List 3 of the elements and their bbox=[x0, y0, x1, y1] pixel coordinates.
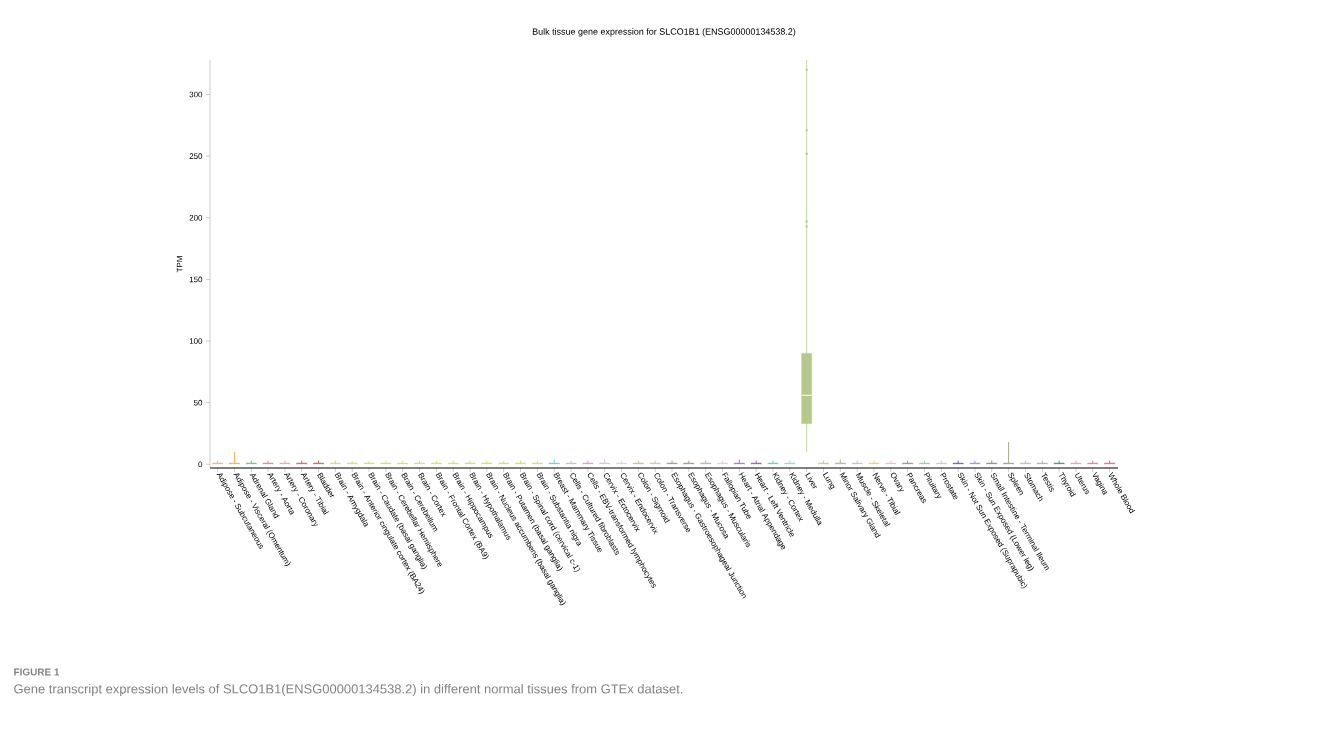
text: Gene transcript expression levels of SLCO1B1(ENSG00000134538.2) in different normal tissues from GTEx dataset. bbox=[14, 683, 683, 697]
chart-title: Bulk tissue gene expression for SLCO1B1 (ENSG00000134538.2) bbox=[532, 28, 796, 37]
caption: FIGURE 1 bbox=[14, 668, 60, 676]
